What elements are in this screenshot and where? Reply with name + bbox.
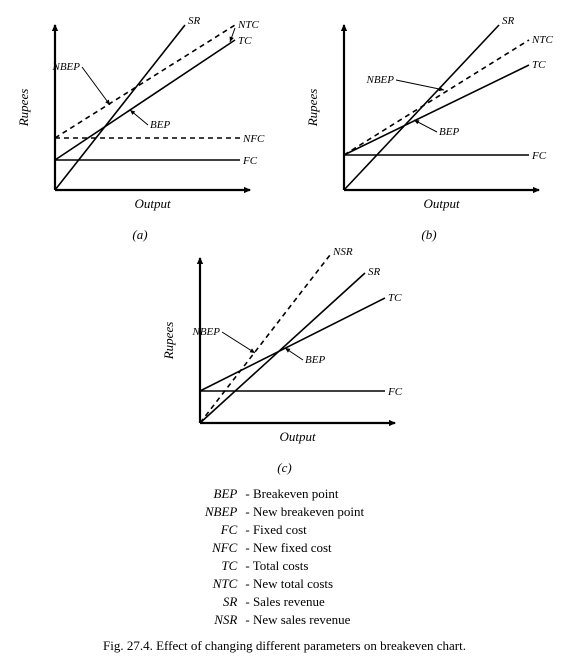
svg-text:NBEP: NBEP <box>366 74 395 86</box>
chart-a-svg: Rupees Output FC NFC SR TC NTC BEP NBEP <box>10 10 270 220</box>
legend-key: NTC <box>205 576 238 592</box>
figure-caption: Fig. 27.4. Effect of changing different … <box>10 638 559 654</box>
svg-text:TC: TC <box>388 292 402 304</box>
legend-key: NFC <box>205 540 238 556</box>
legend-key: TC <box>205 558 238 574</box>
svg-text:NTC: NTC <box>531 34 553 46</box>
svg-text:Rupees: Rupees <box>16 89 31 128</box>
svg-text:TC: TC <box>532 59 546 71</box>
svg-text:FC: FC <box>531 150 547 162</box>
svg-text:NTC: NTC <box>237 19 259 31</box>
chart-a-sublabel: (a) <box>10 227 270 243</box>
svg-text:NBEP: NBEP <box>52 61 81 73</box>
svg-text:NBEP: NBEP <box>191 326 220 338</box>
svg-text:SR: SR <box>502 15 515 27</box>
chart-a: Rupees Output FC NFC SR TC NTC BEP NBEP (a) <box>10 10 270 243</box>
legend-key: NSR <box>205 612 238 628</box>
svg-text:FC: FC <box>387 386 403 398</box>
svg-text:NFC: NFC <box>242 133 265 145</box>
svg-text:Output: Output <box>134 196 171 211</box>
svg-text:Rupees: Rupees <box>161 322 176 361</box>
legend-value: - New total costs <box>245 576 364 592</box>
legend-key: NBEP <box>205 504 238 520</box>
svg-text:TC: TC <box>238 35 252 47</box>
chart-b-sublabel: (b) <box>299 227 559 243</box>
legend-value: - Total costs <box>245 558 364 574</box>
legend-value: - Fixed cost <box>245 522 364 538</box>
legend-value: - Breakeven point <box>245 486 364 502</box>
chart-b-svg: Rupees Output FC SR TC NTC BEP NBEP <box>299 10 559 220</box>
svg-text:SR: SR <box>188 15 201 27</box>
legend-value: - New sales revenue <box>245 612 364 628</box>
legend: BEP - Breakeven point NBEP - New breakeven … <box>205 486 364 628</box>
legend-value: - Sales revenue <box>245 594 364 610</box>
legend-key: SR <box>205 594 238 610</box>
legend-value: - New breakeven point <box>245 504 364 520</box>
svg-text:BEP: BEP <box>150 119 170 131</box>
svg-text:NSR: NSR <box>332 246 353 258</box>
svg-text:BEP: BEP <box>439 126 459 138</box>
chart-b: Rupees Output FC SR TC NTC BEP NBEP (b) <box>299 10 559 243</box>
legend-key: BEP <box>205 486 238 502</box>
chart-c-svg: Rupees Output FC SR NSR TC BEP NBEP <box>155 243 415 453</box>
svg-text:SR: SR <box>368 266 381 278</box>
legend-value: - New fixed cost <box>245 540 364 556</box>
svg-text:Output: Output <box>279 429 316 444</box>
legend-key: FC <box>205 522 238 538</box>
svg-text:FC: FC <box>242 155 258 167</box>
svg-text:Rupees: Rupees <box>305 89 320 128</box>
chart-c: Rupees Output FC SR NSR TC BEP NBEP (c) <box>155 243 415 476</box>
svg-text:Output: Output <box>423 196 460 211</box>
chart-c-sublabel: (c) <box>155 460 415 476</box>
svg-text:BEP: BEP <box>305 354 325 366</box>
